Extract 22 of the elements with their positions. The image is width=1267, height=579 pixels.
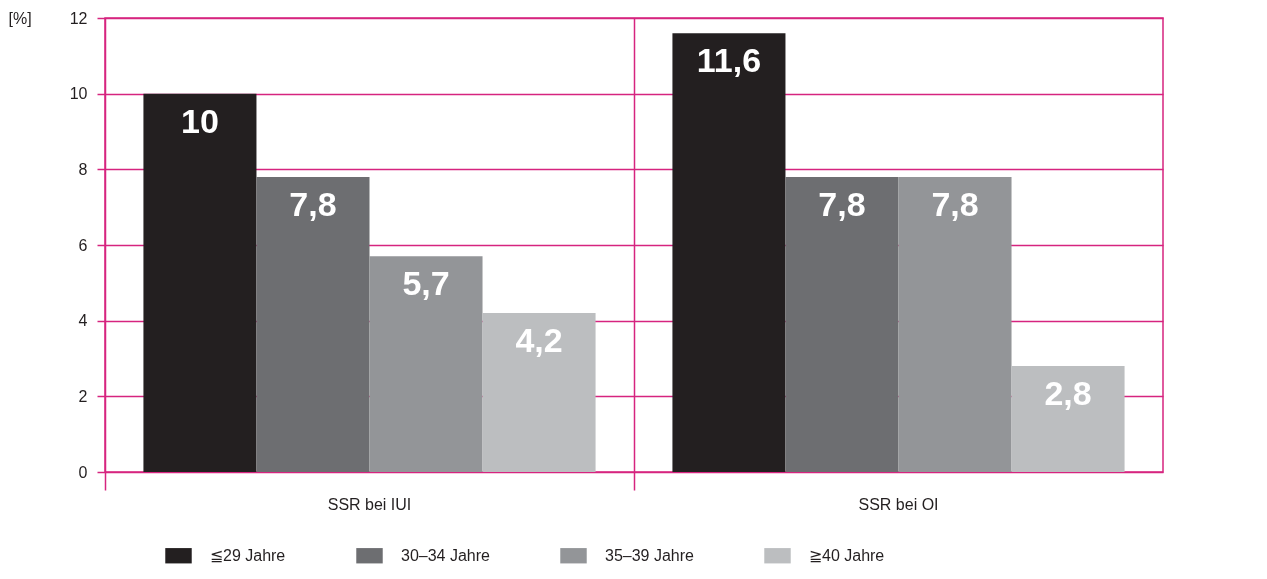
x-tick-label: SSR bei IUI bbox=[327, 495, 412, 513]
y-tick-label: 8 bbox=[78, 160, 88, 178]
legend-label: ≦29 Jahre bbox=[210, 546, 286, 564]
y-tick-label: 4 bbox=[78, 312, 88, 330]
y-axis-title: [%] bbox=[8, 9, 32, 27]
data-label: 10 bbox=[181, 101, 219, 140]
x-tick-label: SSR bei OI bbox=[858, 495, 939, 513]
data-label: 7,8 bbox=[818, 184, 866, 223]
legend-label: ≧40 Jahre bbox=[809, 546, 885, 564]
data-label: 7,8 bbox=[289, 184, 337, 223]
legend-label: 30–34 Jahre bbox=[401, 546, 491, 564]
y-tick-label: 2 bbox=[78, 387, 88, 405]
y-tick-label: 10 bbox=[69, 85, 88, 103]
legend-label: 35–39 Jahre bbox=[605, 546, 695, 564]
data-label: 2,8 bbox=[1044, 374, 1092, 413]
y-tick-label: 6 bbox=[78, 236, 88, 254]
data-label: 11,6 bbox=[696, 41, 762, 80]
data-label: 4,2 bbox=[515, 321, 563, 360]
y-tick-label: 12 bbox=[69, 9, 88, 27]
y-tick-label: 0 bbox=[78, 463, 88, 481]
data-label: 7,8 bbox=[931, 184, 979, 223]
data-label: 5,7 bbox=[402, 264, 450, 303]
